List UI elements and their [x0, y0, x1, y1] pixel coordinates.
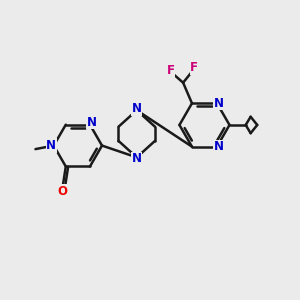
Text: N: N [86, 116, 96, 129]
Text: F: F [167, 64, 175, 76]
Text: N: N [132, 102, 142, 115]
Text: N: N [214, 140, 224, 153]
Text: N: N [214, 97, 224, 110]
Text: N: N [132, 152, 142, 165]
Text: F: F [190, 61, 198, 74]
Text: O: O [58, 185, 68, 198]
Text: N: N [46, 139, 56, 152]
